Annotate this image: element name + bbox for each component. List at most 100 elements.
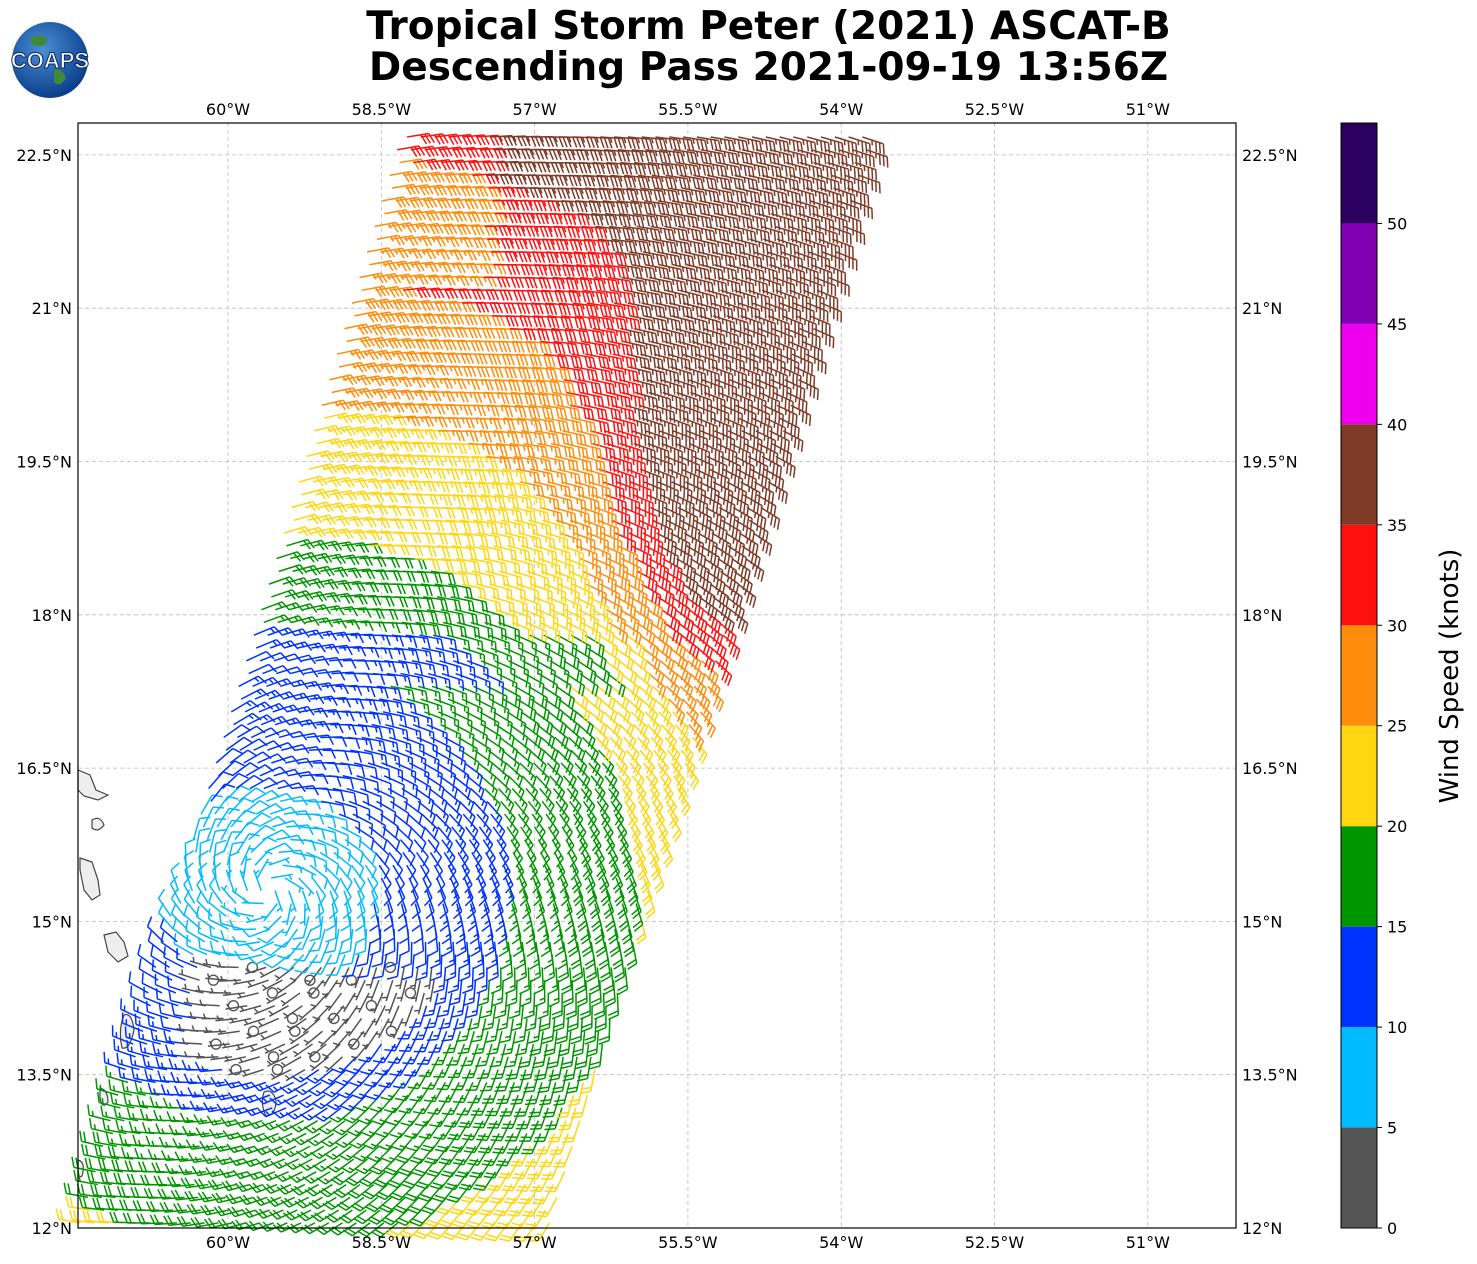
wind-barb [284, 757, 314, 768]
wind-barb [79, 1130, 104, 1147]
wind-barb [603, 967, 615, 995]
wind-barb [691, 506, 712, 529]
wind-barb [505, 1056, 523, 1081]
lon-tick-label: 60°W [206, 100, 250, 119]
lon-tick-label: 55.5°W [658, 100, 718, 119]
wind-barb [283, 525, 313, 537]
colorbar-tick-label: 40 [1387, 415, 1407, 434]
wind-barb [721, 238, 746, 256]
wind-barb [200, 1088, 229, 1100]
island [77, 769, 110, 801]
wind-barb [84, 1157, 110, 1173]
wind-barb [452, 1005, 469, 1030]
lat-tick-label: 16.5°N [16, 759, 72, 778]
wind-barb [272, 820, 301, 830]
wind-barb [543, 941, 554, 970]
wind-barb [187, 1152, 216, 1163]
wind-barb [550, 442, 576, 459]
wind-barb [413, 1222, 440, 1240]
wind-barb [325, 877, 339, 906]
wind-barb [215, 1015, 238, 1022]
wind-barb [87, 1104, 111, 1122]
wind-barb [771, 161, 796, 179]
colorbar-tick-label: 45 [1387, 315, 1407, 334]
lat-tick-label: 12°N [32, 1219, 72, 1238]
wind-barb [233, 712, 262, 726]
wind-barb [584, 1018, 597, 1045]
wind-barb [580, 1069, 596, 1095]
islands [77, 769, 277, 1179]
wind-barb [578, 442, 603, 460]
wind-barb [315, 656, 344, 668]
wind-barb [455, 391, 483, 404]
wind-barb [701, 212, 726, 230]
wind-barb [196, 1075, 225, 1086]
wind-barb [572, 417, 597, 434]
wind-barb [738, 136, 763, 153]
wind-barb [190, 1025, 213, 1033]
wind-barb [329, 374, 358, 386]
wind-barb [439, 493, 466, 507]
wind-barb [570, 941, 582, 970]
colorbar-bin [1341, 625, 1377, 726]
wind-barb [431, 519, 458, 533]
colorbar-label: Wind Speed (knots) [1435, 549, 1465, 804]
wind-barb [695, 187, 720, 204]
wind-barb [193, 1113, 222, 1125]
wind-barb [260, 1171, 289, 1182]
wind-barb [201, 1153, 230, 1165]
wind-barb [132, 1134, 159, 1147]
wind-barb [183, 1073, 211, 1085]
wind-barb [360, 1183, 389, 1200]
wind-barb [360, 851, 378, 879]
wind-barb [478, 596, 502, 614]
lat-tick-label: 15°N [32, 912, 72, 931]
wind-barb [418, 1120, 443, 1140]
wind-barb [528, 519, 552, 537]
wind-barb [149, 1214, 178, 1226]
wind-barb [543, 1031, 558, 1057]
colorbar-bin [1341, 1127, 1377, 1228]
wind-barb [374, 221, 403, 233]
wind-barb [196, 1052, 219, 1059]
wind-barb [380, 813, 400, 838]
wind-barb [401, 1005, 414, 1027]
wind-barb [346, 1183, 375, 1199]
wind-barb [116, 1186, 144, 1199]
wind-barb [312, 1158, 341, 1172]
wind-barb [401, 787, 422, 811]
wind-barb [180, 1177, 209, 1189]
wind-barb [544, 1171, 566, 1193]
wind-barb [63, 1182, 89, 1199]
wind-barb [499, 570, 523, 589]
wind-barb [522, 493, 547, 511]
wind-barb [150, 944, 171, 969]
coaps-logo: COAPS [10, 22, 90, 98]
wind-barb [556, 1018, 570, 1045]
wind-barb [358, 1043, 383, 1063]
wind-barb [395, 967, 405, 990]
wind-barb [524, 1005, 538, 1032]
wind-barb [765, 136, 790, 153]
wind-barb [619, 609, 640, 632]
wind-barb [500, 519, 526, 536]
wind-barb [506, 545, 531, 563]
wind-barb [452, 430, 479, 442]
lat-tick-label: 12°N [1242, 1219, 1282, 1238]
wind-barb [541, 1018, 556, 1045]
colorbar-tick-label: 10 [1387, 1018, 1407, 1037]
wind-barb [697, 532, 718, 555]
wind-barb [303, 668, 332, 680]
wind-barb [215, 747, 243, 764]
wind-barb [593, 992, 606, 1020]
wind-barb [292, 732, 321, 743]
wind-barb [426, 1158, 451, 1178]
wind-barb [298, 475, 328, 487]
wind-barb [442, 621, 468, 639]
wind-barb [378, 634, 405, 647]
wind-barb [278, 564, 308, 575]
wind-barb [478, 1196, 503, 1217]
wind-barb [665, 289, 690, 307]
wind-barb [494, 992, 508, 1019]
wind-barb [210, 1054, 233, 1061]
